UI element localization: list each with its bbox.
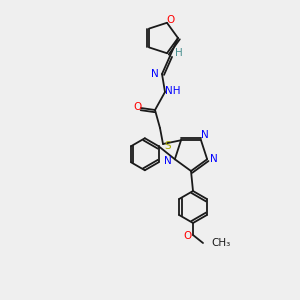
Text: NH: NH [165, 86, 181, 96]
Text: O: O [167, 15, 175, 25]
Text: N: N [151, 69, 159, 79]
Text: S: S [165, 141, 171, 151]
Text: N: N [210, 154, 218, 164]
Text: CH₃: CH₃ [211, 238, 230, 248]
Text: H: H [175, 48, 183, 58]
Text: O: O [184, 231, 192, 241]
Text: N: N [201, 130, 209, 140]
Text: O: O [133, 102, 141, 112]
Text: N: N [164, 156, 172, 166]
